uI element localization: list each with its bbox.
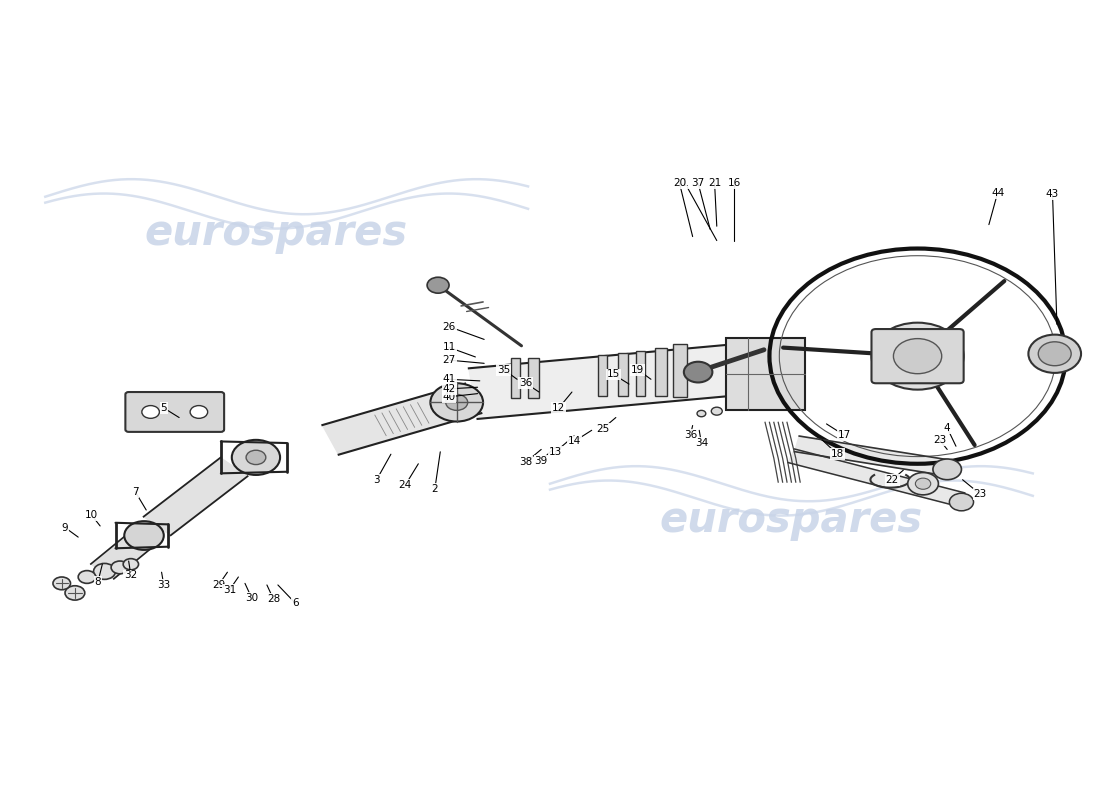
Circle shape xyxy=(430,383,483,422)
Circle shape xyxy=(1028,334,1081,373)
Circle shape xyxy=(712,407,723,415)
Text: 3: 3 xyxy=(373,474,380,485)
Circle shape xyxy=(190,406,208,418)
Text: 14: 14 xyxy=(568,437,581,446)
Circle shape xyxy=(697,410,706,417)
Polygon shape xyxy=(144,458,248,535)
Polygon shape xyxy=(322,384,482,454)
Text: 20: 20 xyxy=(673,178,686,188)
Polygon shape xyxy=(469,344,741,419)
Text: 11: 11 xyxy=(442,342,455,352)
Text: 34: 34 xyxy=(695,438,708,448)
Bar xyxy=(636,351,646,396)
Text: 18: 18 xyxy=(830,450,844,459)
Text: 16: 16 xyxy=(728,178,741,188)
Circle shape xyxy=(427,278,449,293)
Text: 36: 36 xyxy=(519,378,532,388)
Circle shape xyxy=(78,570,96,583)
Text: 6: 6 xyxy=(293,598,299,608)
Text: 15: 15 xyxy=(607,370,620,379)
Polygon shape xyxy=(788,449,965,506)
Text: 23: 23 xyxy=(974,489,987,499)
Text: 38: 38 xyxy=(519,457,532,467)
Text: 7: 7 xyxy=(132,486,139,497)
Circle shape xyxy=(949,494,974,511)
FancyBboxPatch shape xyxy=(726,338,804,410)
Circle shape xyxy=(915,478,931,490)
Text: 2: 2 xyxy=(431,484,438,494)
FancyBboxPatch shape xyxy=(125,392,224,432)
Circle shape xyxy=(124,521,164,550)
Text: 5: 5 xyxy=(161,403,167,413)
Bar xyxy=(528,358,539,398)
Circle shape xyxy=(1038,342,1071,366)
Bar xyxy=(656,348,668,396)
Text: 19: 19 xyxy=(631,365,645,374)
Text: 40: 40 xyxy=(442,392,455,402)
Text: 4: 4 xyxy=(944,423,950,433)
Circle shape xyxy=(111,561,129,574)
Circle shape xyxy=(246,450,266,465)
Circle shape xyxy=(142,406,160,418)
Circle shape xyxy=(94,563,115,579)
Circle shape xyxy=(908,473,938,495)
Text: 43: 43 xyxy=(1046,190,1059,199)
Text: 8: 8 xyxy=(95,577,101,586)
Polygon shape xyxy=(794,436,949,475)
Text: 31: 31 xyxy=(223,585,236,594)
Polygon shape xyxy=(91,528,157,579)
Text: 1: 1 xyxy=(682,178,689,188)
Text: 22: 22 xyxy=(886,474,899,485)
Text: 28: 28 xyxy=(267,594,280,604)
Bar xyxy=(510,358,520,398)
Text: 9: 9 xyxy=(62,522,68,533)
Text: 21: 21 xyxy=(708,178,722,188)
Text: 29: 29 xyxy=(212,580,226,590)
Text: 39: 39 xyxy=(535,455,548,466)
Circle shape xyxy=(446,394,468,410)
Circle shape xyxy=(123,558,139,570)
Text: 13: 13 xyxy=(549,447,562,457)
Text: 32: 32 xyxy=(124,570,138,580)
Text: 37: 37 xyxy=(692,178,705,188)
Text: 33: 33 xyxy=(157,580,170,590)
Bar xyxy=(618,353,628,396)
FancyBboxPatch shape xyxy=(871,329,964,383)
Text: 27: 27 xyxy=(442,355,455,365)
Text: 12: 12 xyxy=(552,403,565,413)
Text: 23: 23 xyxy=(933,435,946,445)
Text: 42: 42 xyxy=(442,384,455,394)
Bar xyxy=(598,354,607,396)
Text: 10: 10 xyxy=(85,510,98,520)
Text: eurospares: eurospares xyxy=(144,211,407,254)
Circle shape xyxy=(893,338,942,374)
Text: 30: 30 xyxy=(245,593,258,602)
Text: 17: 17 xyxy=(837,430,850,440)
Circle shape xyxy=(65,586,85,600)
Text: 24: 24 xyxy=(398,480,411,490)
Text: 25: 25 xyxy=(596,424,609,434)
Text: 44: 44 xyxy=(991,188,1004,198)
Circle shape xyxy=(232,440,280,475)
Circle shape xyxy=(871,322,964,390)
Text: 41: 41 xyxy=(442,374,455,384)
Circle shape xyxy=(53,577,70,590)
Text: eurospares: eurospares xyxy=(660,498,923,541)
Bar xyxy=(673,344,688,397)
Text: 36: 36 xyxy=(684,430,697,440)
Circle shape xyxy=(933,459,961,480)
Circle shape xyxy=(684,362,713,382)
Text: 35: 35 xyxy=(497,365,510,374)
Text: 26: 26 xyxy=(442,322,455,332)
